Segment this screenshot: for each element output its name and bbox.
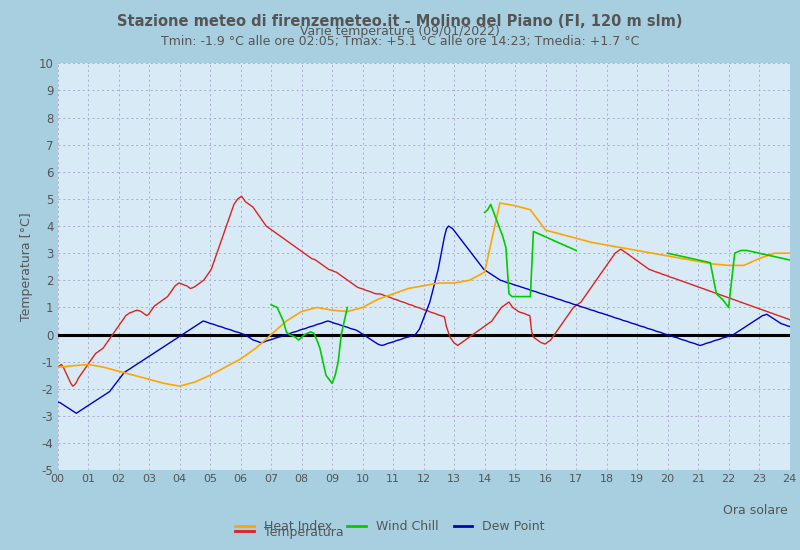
Text: Ora solare: Ora solare xyxy=(723,504,788,517)
Y-axis label: Temperatura [°C]: Temperatura [°C] xyxy=(20,212,33,321)
Text: Stazione meteo di firenzemeteo.it - Molino del Piano (FI, 120 m slm): Stazione meteo di firenzemeteo.it - Moli… xyxy=(118,14,682,29)
Text: Tmin: -1.9 °C alle ore 02:05; Tmax: +5.1 °C alle ore 14:23; Tmedia: +1.7 °C: Tmin: -1.9 °C alle ore 02:05; Tmax: +5.1… xyxy=(161,35,639,48)
Legend: Heat Index, Wind Chill, Dew Point: Heat Index, Wind Chill, Dew Point xyxy=(230,515,550,538)
Text: Varie temperature (09/01/2022): Varie temperature (09/01/2022) xyxy=(300,25,500,38)
Legend: Temperatura: Temperatura xyxy=(230,521,349,544)
